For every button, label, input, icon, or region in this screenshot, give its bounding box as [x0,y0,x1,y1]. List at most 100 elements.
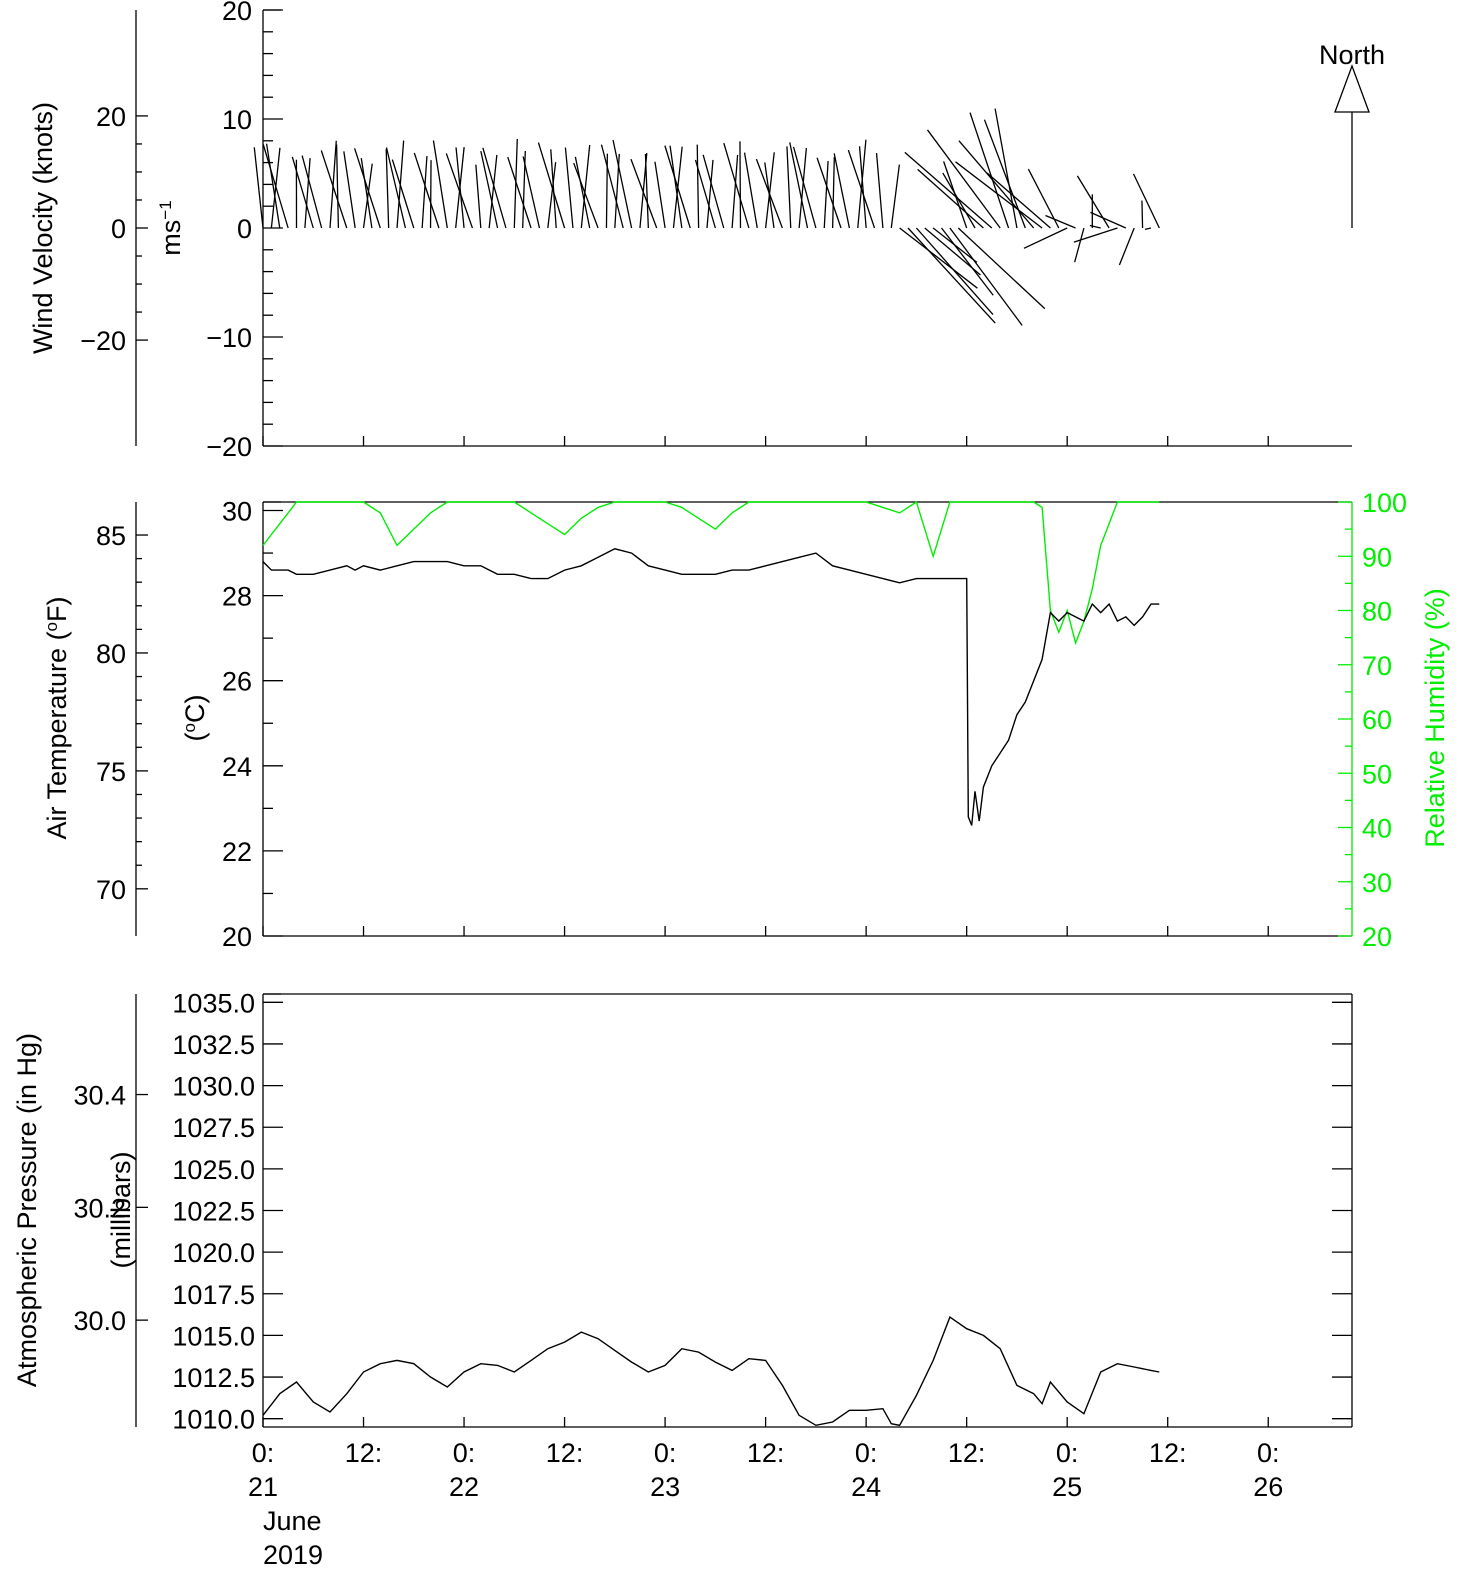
press-ylabel-mb-part: (millibars) [106,1152,136,1269]
wind-vector [574,156,591,229]
rh-tick-label: 30 [1362,868,1392,898]
wind-vector [291,156,314,229]
wind-ylabel-part: Wind Velocity (knots) [28,102,58,354]
press-tick-label: 1010.0 [172,1405,255,1435]
wind-vector [739,141,742,229]
x-tick-label-day: 26 [1253,1472,1283,1502]
wind-ylabel-units-part: −1 [156,200,175,219]
wind-ylabel: Wind Velocity (knots) [28,102,58,354]
wind-vector [522,156,541,229]
wind-vector [1132,173,1160,229]
temp-c-tick-label: 28 [222,582,252,612]
wind-vector [664,145,691,229]
wind-vector [833,153,851,229]
temp-c-tick-label: 22 [222,837,252,867]
temp-c-tick-label: 30 [222,497,252,527]
temp-ylabel-f-part: F) [42,596,72,621]
wind-ylabel-units-part: ms [156,220,186,256]
wind-vector [743,152,758,229]
rh-tick-label: 60 [1362,705,1392,735]
wind-vector [1118,227,1135,266]
wind-vector [831,156,835,229]
wind-vector [343,151,356,229]
wind-vector [320,150,348,229]
wind-knots-tick-label: 20 [96,102,126,132]
rh-ylabel: Relative Humidity (%) [1420,588,1450,848]
rh-tick-label: 90 [1362,542,1392,572]
wind-vector [926,129,1001,229]
press-tick-label: 1025.0 [172,1155,255,1185]
wind-vector [890,164,901,229]
wind-vector [612,139,633,229]
rh-tick-label: 50 [1362,759,1392,789]
wind-knots-tick-label: 0 [111,214,126,244]
wind-vector [899,227,978,289]
wind-vector [385,149,390,229]
press-tick-label: 1020.0 [172,1238,255,1268]
x-tick-label-day: 22 [449,1472,479,1502]
wind-vector [482,147,507,229]
temp-ylabel-c-part: C) [180,695,210,724]
rh-tick-label: 20 [1362,922,1392,952]
north-arrow-head [1334,64,1370,113]
press-ylabel-part: Atmospheric Pressure (in Hg) [12,1033,42,1387]
rh-tick-label: 40 [1362,814,1392,844]
temp-ylabel-f: Air Temperature (oF) [42,596,73,839]
rh-tick-label: 80 [1362,597,1392,627]
x-tick-label-time: 12: [546,1438,584,1468]
wind-knots-tick-label: −20 [80,326,126,356]
temp-ylabel-f-part: o [42,622,61,631]
press-tick-label: 1022.5 [172,1197,255,1227]
wind-vector [421,156,428,229]
wind-vector [904,151,993,229]
x-tick-label-time: 12: [1149,1438,1187,1468]
wind-vector [547,162,557,229]
wind-vector [253,147,264,229]
wind-ms-tick-label: 0 [237,214,252,244]
temp-ylabel-f-part: Air Temperature ( [42,631,72,839]
press-inhg-tick-label: 30.4 [73,1081,126,1111]
wind-vector [573,162,599,229]
press-tick-label: 1032.5 [172,1030,255,1060]
wind-vector [1023,227,1068,249]
temperature-panel: 30 28 26 24 22 20 85 80 75 70 100 90 80 70 60 50 40 30 20 A… [42,488,1451,952]
wind-vector [786,146,792,229]
wind-vector [823,160,829,229]
wind-vector [445,153,474,229]
wind-vector [1045,214,1076,229]
x-tick-label-time: 0: [654,1438,677,1468]
temperature-line [262,548,1160,826]
wind-vector [792,146,817,229]
wind-panel: 20 10 0 −10 −20 20 0 −20 Wind Velocity (knots) ms… [28,0,1385,462]
rh-tick-label: 100 [1362,488,1407,518]
press-tick-label: 1027.5 [172,1113,255,1143]
press-tick-label: 1030.0 [172,1072,255,1102]
wind-vector [455,147,465,229]
x-tick-label-day: 21 [248,1472,278,1502]
wind-vector [265,143,281,229]
wind-ms-tick-label: 20 [222,0,252,26]
wind-vector [957,227,1046,310]
x-year-label: 2019 [263,1540,323,1570]
temp-f-tick-label: 75 [96,757,126,787]
wind-vector [694,159,716,229]
wind-vector [764,152,775,229]
temp-c-tick-label: 20 [222,922,252,952]
wind-vector [335,144,340,229]
wind-vector [1144,227,1152,231]
wind-vector [917,168,984,229]
wind-vector [429,160,432,229]
temp-c-tick-label: 24 [222,752,252,782]
wind-vector [644,153,649,229]
press-tick-label: 1012.5 [172,1363,255,1393]
wind-vector [731,154,739,229]
humidity-line [262,500,1160,646]
x-tick-label-time: 0: [252,1438,275,1468]
wind-vector [1027,168,1060,229]
x-tick-label-day: 25 [1052,1472,1082,1502]
x-tick-label-time: 0: [453,1438,476,1468]
wind-vector [955,161,1043,229]
pressure-panel: 1035.0 1032.5 1030.0 1027.5 1025.0 1022.5 1020… [12,988,1353,1435]
wind-vector [798,147,808,229]
